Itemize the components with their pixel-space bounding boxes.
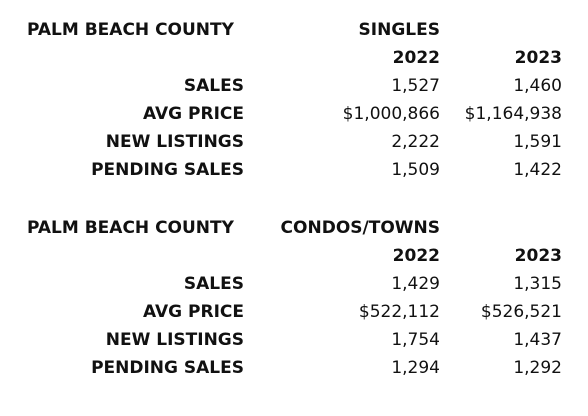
cell-value: $1,000,866 <box>342 104 440 124</box>
cell-value: 1,437 <box>513 330 562 350</box>
row-label: AVG PRICE <box>143 302 244 322</box>
row-label: PENDING SALES <box>91 358 244 378</box>
year-header: 2022 <box>392 48 440 68</box>
cell-value: 1,754 <box>391 330 440 350</box>
cell-value: $1,164,938 <box>464 104 562 124</box>
cell-value: 1,429 <box>391 274 440 294</box>
section-title: PALM BEACH COUNTY <box>27 218 234 238</box>
cell-value: 1,591 <box>513 132 562 152</box>
row-label: NEW LISTINGS <box>105 330 244 350</box>
row-label: SALES <box>183 76 244 96</box>
cell-value: 1,294 <box>391 358 440 378</box>
row-label: AVG PRICE <box>143 104 244 124</box>
year-header: 2023 <box>514 48 562 68</box>
row-label: PENDING SALES <box>91 160 244 180</box>
cell-value: 1,509 <box>391 160 440 180</box>
row-label: NEW LISTINGS <box>105 132 244 152</box>
cell-value: $526,521 <box>480 302 562 322</box>
cell-value: 1,422 <box>513 160 562 180</box>
year-header: 2023 <box>514 246 562 266</box>
row-label: SALES <box>183 274 244 294</box>
cell-value: 2,222 <box>391 132 440 152</box>
cell-value: 1,292 <box>513 358 562 378</box>
cell-value: $522,112 <box>358 302 440 322</box>
cell-value: 1,527 <box>391 76 440 96</box>
cell-value: 1,315 <box>513 274 562 294</box>
year-header: 2022 <box>392 246 440 266</box>
group-label: CONDOS/TOWNS <box>280 218 440 238</box>
group-label: SINGLES <box>358 20 440 40</box>
cell-value: 1,460 <box>513 76 562 96</box>
section-title: PALM BEACH COUNTY <box>27 20 234 40</box>
